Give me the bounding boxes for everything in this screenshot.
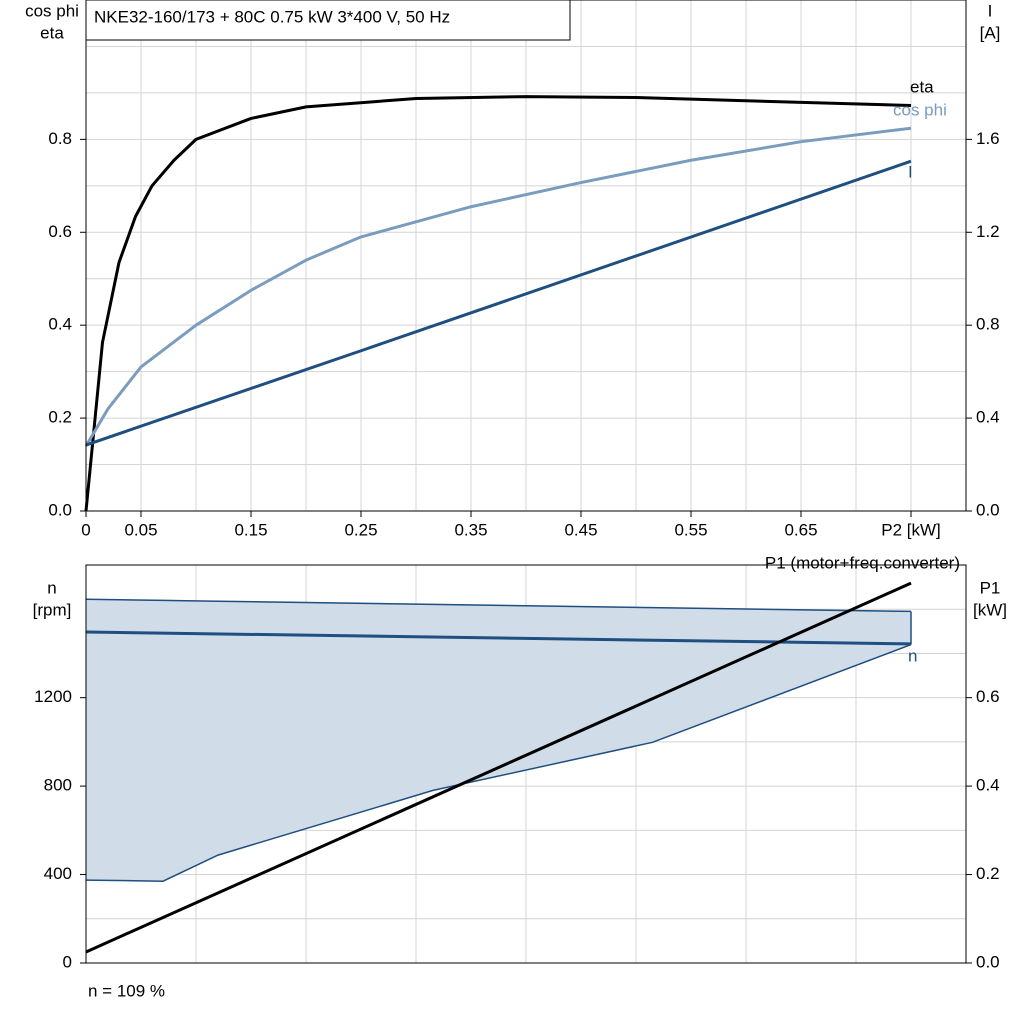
plot-frame — [85, 564, 967, 964]
y2-tick-label: 0.8 — [976, 315, 1000, 334]
x-tick-label: 0.35 — [454, 520, 487, 539]
y-axis-label: n — [47, 578, 56, 597]
x-tick-label: 0.65 — [784, 520, 817, 539]
y2-axis-label: [A] — [980, 23, 1001, 42]
title-box — [85, 0, 571, 41]
y-axis-label: [rpm] — [33, 600, 72, 619]
y2-tick-label: 1.2 — [976, 222, 1000, 241]
range-edge — [85, 598, 912, 613]
x-tick-label: 0.45 — [564, 520, 597, 539]
y2-tick-label: 0.4 — [976, 408, 1000, 427]
series-label: I — [908, 162, 913, 181]
y-tick-label: 800 — [44, 776, 72, 795]
y2-axis-label: P1 — [980, 578, 1001, 597]
range-edge — [85, 643, 912, 882]
y2-tick-label: 0.2 — [976, 864, 1000, 883]
plot-frame — [85, 0, 967, 512]
x-tick-label: P2 [kW] — [881, 520, 941, 539]
y-tick-label: 0.4 — [48, 315, 72, 334]
series-label: P1 (motor+freq.converter) — [765, 553, 960, 572]
series-label: eta — [910, 77, 934, 96]
y-axis-label: eta — [40, 23, 64, 42]
y-tick-label: 0.8 — [48, 129, 72, 148]
y-tick-label: 0.0 — [48, 500, 72, 519]
y2-tick-label: 0.0 — [976, 500, 1000, 519]
y2-tick-label: 1.6 — [976, 129, 1000, 148]
footer-note: n = 109 % — [88, 981, 165, 1000]
series-label: n — [908, 646, 917, 665]
series-line — [85, 630, 912, 646]
y-tick-label: 400 — [44, 864, 72, 883]
y2-axis-label: I — [988, 1, 993, 20]
y-tick-label: 0.2 — [48, 408, 72, 427]
series-line — [85, 159, 912, 447]
y-tick-label: 0 — [63, 952, 72, 971]
y-tick-label: 0.6 — [48, 222, 72, 241]
x-tick-label: 0.55 — [674, 520, 707, 539]
series-label: cos phi — [893, 100, 947, 119]
y-tick-label: 1200 — [34, 687, 72, 706]
x-tick-label: 0.05 — [124, 520, 157, 539]
y2-tick-label: 0.4 — [976, 776, 1000, 795]
series-line — [84, 95, 912, 512]
y2-axis-label: [kW] — [973, 600, 1007, 619]
series-line — [85, 581, 912, 954]
operating-range — [86, 599, 911, 882]
chart-title: NKE32-160/173 + 80C 0.75 kW 3*400 V, 50 … — [94, 7, 450, 26]
y2-tick-label: 0.0 — [976, 952, 1000, 971]
x-tick-label: 0.15 — [234, 520, 267, 539]
series-line — [84, 126, 912, 447]
x-tick-label: 0 — [81, 520, 90, 539]
y2-tick-label: 0.6 — [976, 687, 1000, 706]
y-axis-label: cos phi — [25, 1, 79, 20]
x-tick-label: 0.25 — [344, 520, 377, 539]
